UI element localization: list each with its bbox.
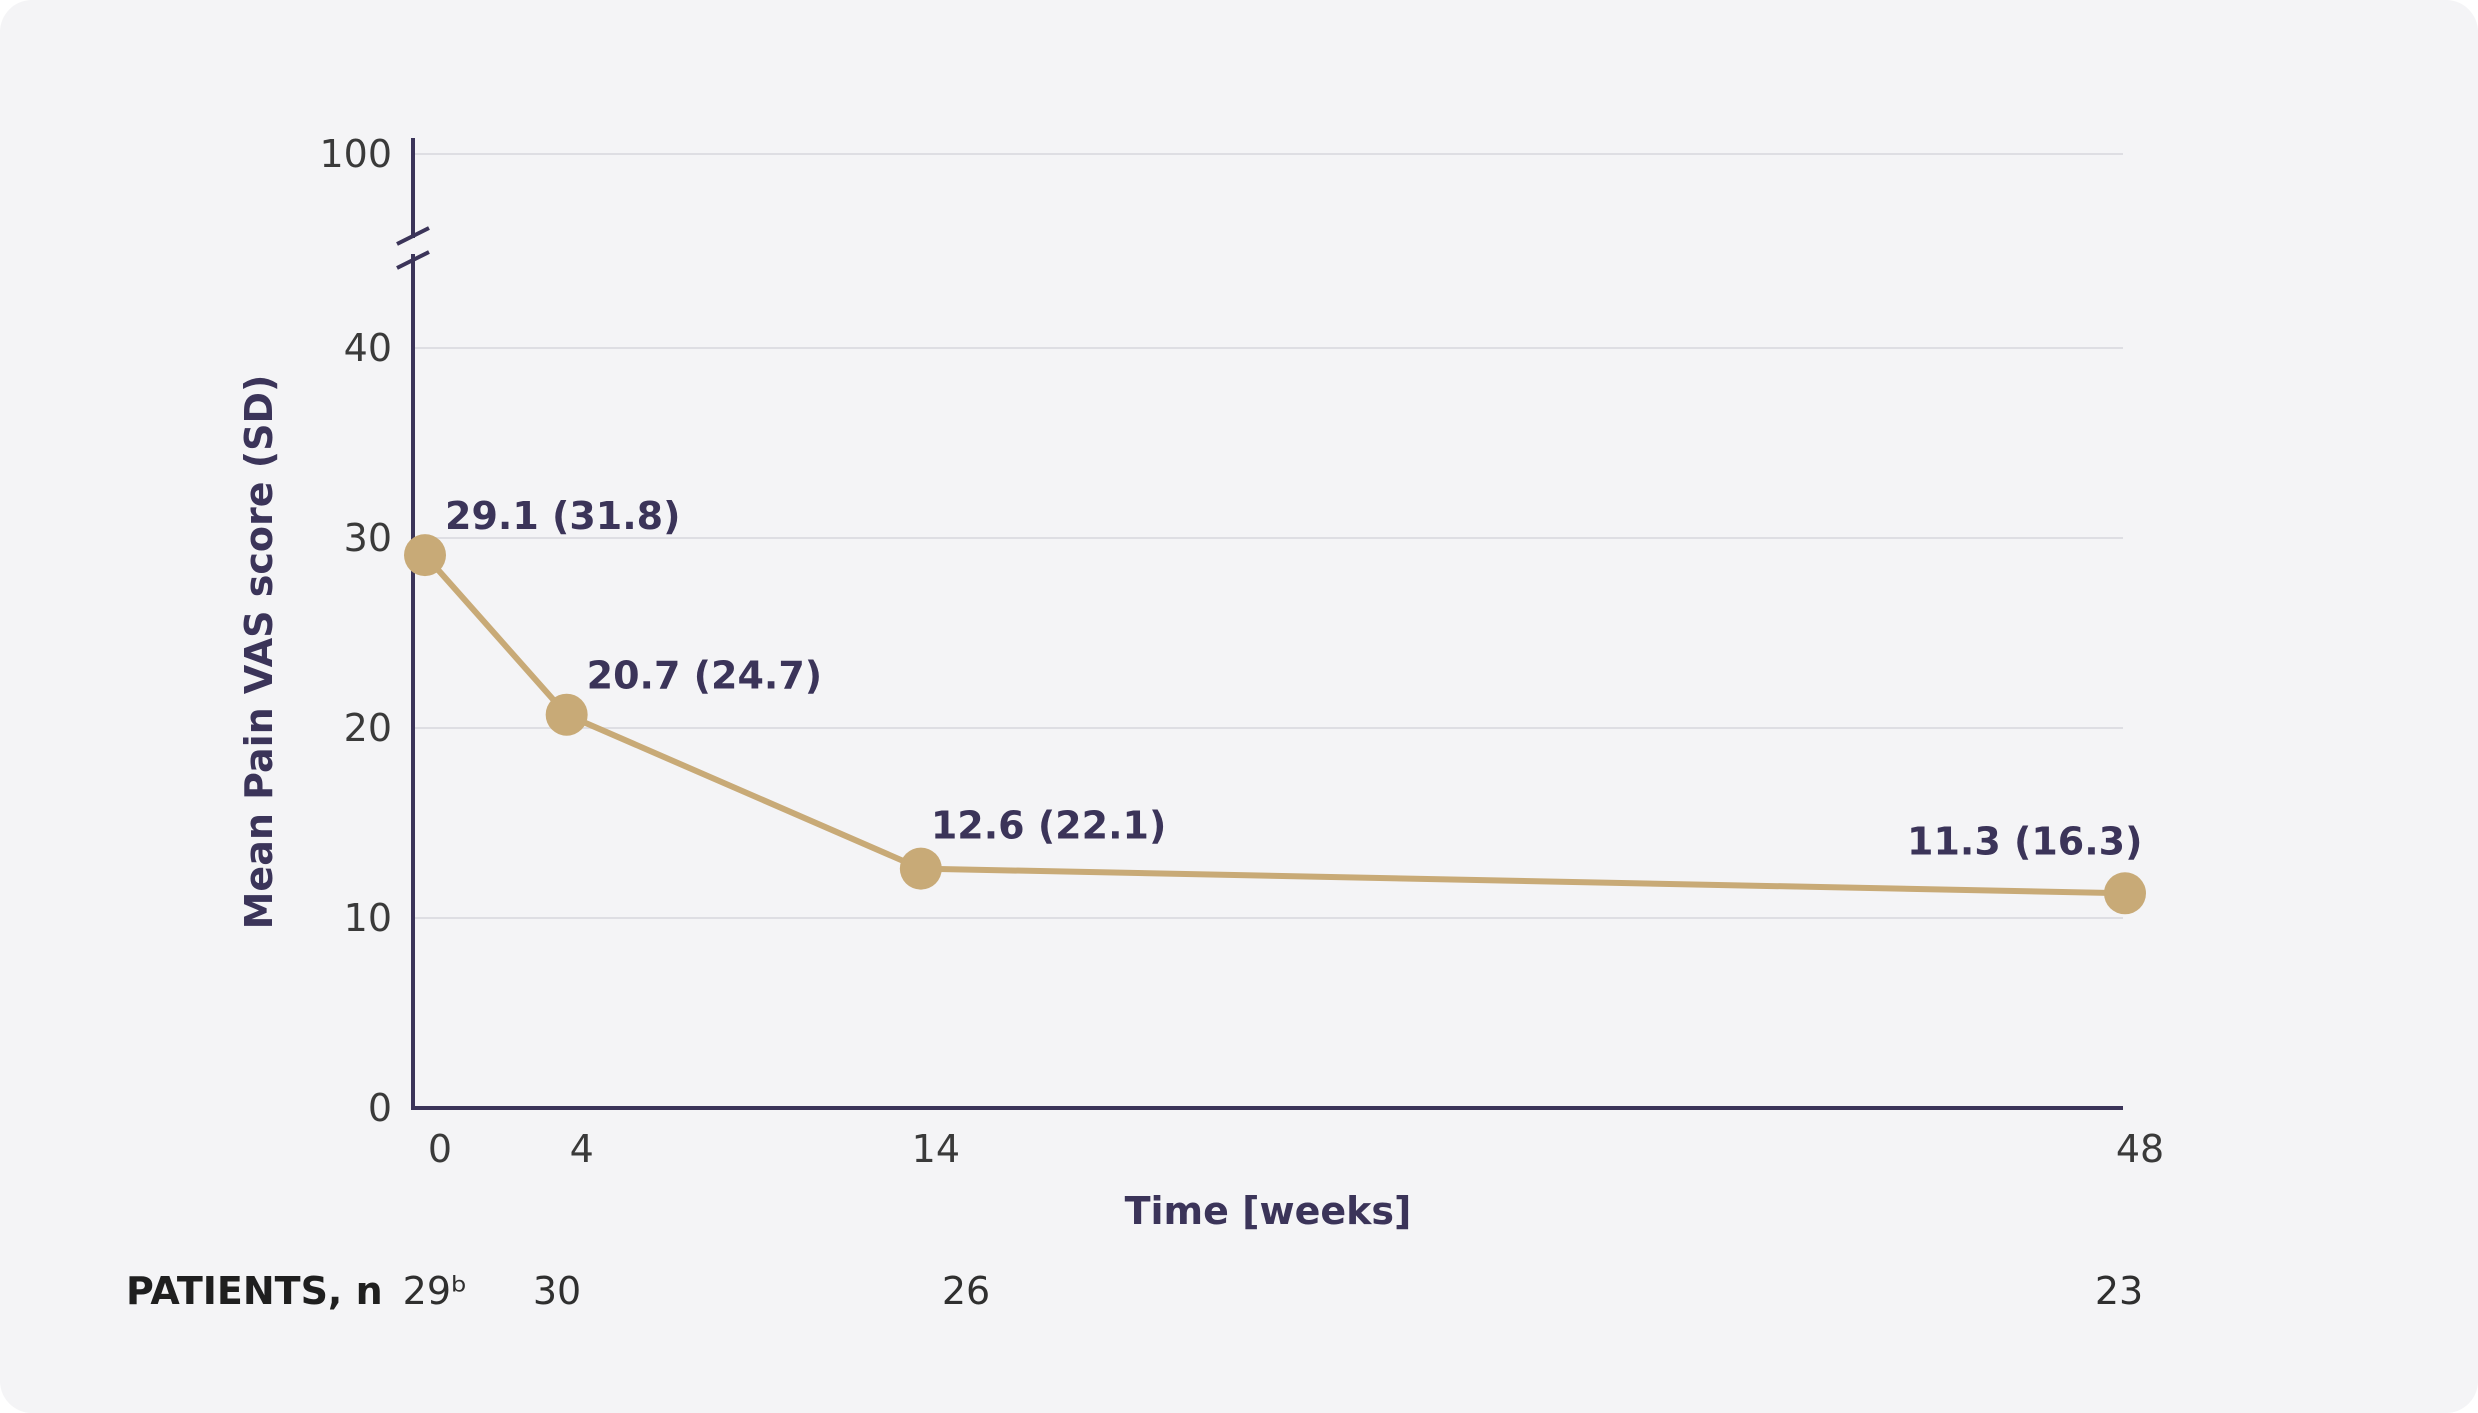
x-tick-label-14: 14 xyxy=(912,1127,960,1171)
data-label-week-0: 29.1 (31.8) xyxy=(445,494,680,538)
patients-count-week-48: 23 xyxy=(2095,1269,2143,1313)
data-label-week-4: 20.7 (24.7) xyxy=(587,654,822,698)
data-point-week-4 xyxy=(545,693,588,736)
series-line xyxy=(422,553,2126,897)
patients-count-week-0: 29ᵇ xyxy=(403,1269,468,1313)
data-label-week-48: 11.3 (16.3) xyxy=(1907,819,2142,863)
x-tick-label-0: 0 xyxy=(428,1127,452,1171)
series xyxy=(404,534,2146,915)
axis-break-mark-bottom xyxy=(396,250,430,270)
data-labels: 29.1 (31.8) 20.7 (24.7) 12.6 (22.1) 11.3 (1… xyxy=(445,494,2142,863)
patients-count-week-14: 26 xyxy=(942,1269,990,1313)
gridlines xyxy=(413,153,2123,919)
y-axis-title: Mean Pain VAS score (SD) xyxy=(237,375,281,930)
x-axis-title: Time [weeks] xyxy=(1125,1189,1412,1233)
x-tick-labels: 0 4 14 48 xyxy=(428,1127,2164,1171)
y-tick-label-40: 40 xyxy=(344,326,392,370)
y-tick-label-10: 10 xyxy=(344,896,392,940)
y-tick-label-30: 30 xyxy=(344,516,392,560)
axes xyxy=(396,138,2123,1110)
y-tick-label-100: 100 xyxy=(319,132,392,176)
axis-break-mark-top xyxy=(396,226,430,246)
patients-row: 29ᵇ 30 26 23 xyxy=(403,1269,2144,1313)
y-tick-label-20: 20 xyxy=(344,706,392,750)
data-point-week-0 xyxy=(404,534,446,577)
data-point-week-14 xyxy=(899,847,942,890)
y-tick-label-0: 0 xyxy=(368,1086,392,1130)
x-tick-label-48: 48 xyxy=(2116,1127,2164,1171)
patients-row-title: PATIENTS, n xyxy=(126,1269,383,1313)
patients-count-week-4: 30 xyxy=(533,1269,581,1313)
x-tick-label-4: 4 xyxy=(570,1127,594,1171)
data-point-week-48 xyxy=(2104,872,2146,915)
y-tick-labels: 0 10 20 30 40 100 xyxy=(319,132,392,1130)
data-label-week-14: 12.6 (22.1) xyxy=(931,804,1166,848)
